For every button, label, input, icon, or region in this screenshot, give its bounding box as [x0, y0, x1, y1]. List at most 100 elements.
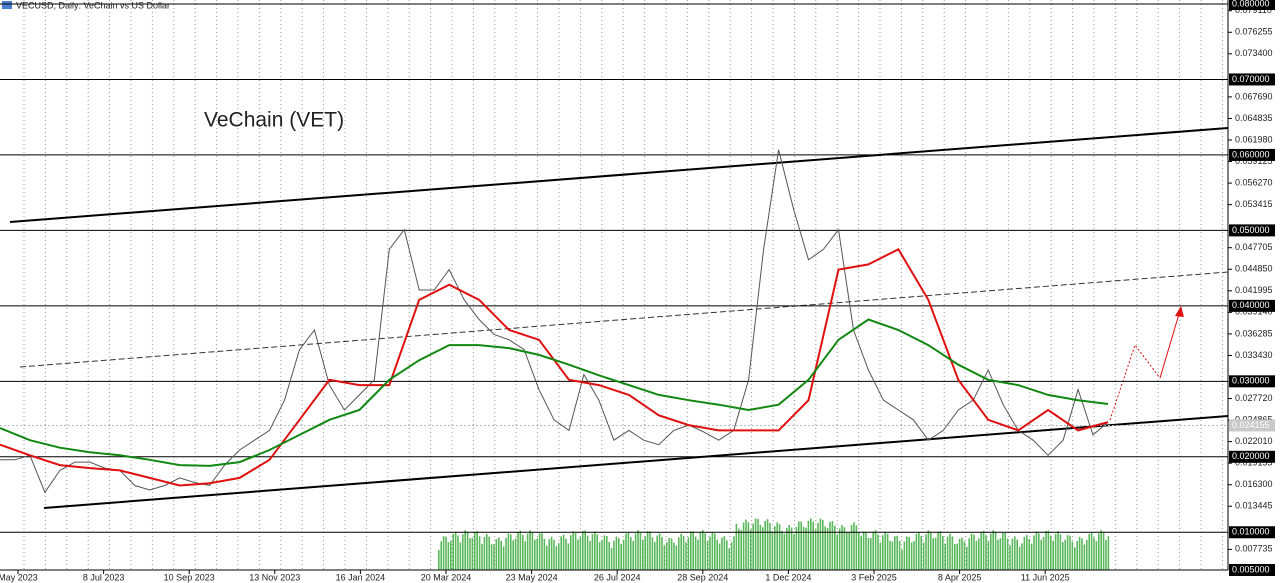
volume-bar: [512, 540, 514, 570]
volume-bar: [910, 542, 913, 570]
volume-bar: [822, 519, 824, 570]
volume-bar: [570, 535, 572, 570]
volume-bar: [637, 530, 639, 570]
volume-bar: [447, 542, 450, 570]
x-tick-label: 26 Jul 2024: [594, 572, 641, 582]
volume-bar: [526, 533, 529, 570]
volume-bar: [934, 537, 937, 570]
level-label-box: [1229, 526, 1275, 539]
volume-bar: [579, 536, 582, 570]
volume-bar: [709, 536, 711, 570]
volume-bar: [1011, 538, 1014, 570]
volume-bar: [889, 540, 891, 570]
channel-mid: [19, 271, 1229, 368]
volume-bar: [1102, 532, 1105, 570]
volume-bar: [620, 544, 622, 570]
volume-bar: [632, 541, 634, 570]
y-tick-label: 0.073400: [1235, 48, 1273, 58]
volume-bar: [1033, 535, 1035, 570]
level-label: 0.080000: [1232, 0, 1270, 8]
volume-bar: [805, 527, 807, 570]
y-tick-label: 0.056270: [1235, 177, 1273, 187]
volume-bar: [764, 520, 766, 570]
volume-bar: [1105, 539, 1107, 570]
volume-bar: [661, 537, 663, 570]
volume-bar: [754, 518, 757, 570]
volume-bar: [1066, 535, 1069, 570]
volume-bar: [939, 531, 942, 570]
volume-bar: [990, 533, 992, 570]
level-label: 0.030000: [1232, 376, 1270, 386]
volume-bar: [982, 530, 985, 570]
volume-bar: [606, 536, 608, 570]
y-tick-label: 0.016300: [1235, 479, 1273, 489]
volume-bar: [1014, 536, 1016, 570]
volume-bar: [486, 533, 488, 570]
volume-bar: [555, 546, 558, 570]
volume-bar: [502, 546, 505, 570]
volume-bar: [992, 530, 994, 570]
volume-bar: [769, 523, 771, 570]
volume-bar: [985, 535, 987, 570]
volume-bar: [601, 540, 603, 570]
volume-bar: [1009, 545, 1011, 570]
volume-bar: [1045, 530, 1047, 570]
volume-bar: [476, 531, 478, 570]
volume-bar: [927, 530, 930, 570]
volume-bar: [589, 541, 591, 570]
volume-bar: [795, 526, 798, 570]
series-line: [0, 318, 1109, 467]
volume-bar: [886, 533, 889, 570]
vertical-grid: [23, 0, 1223, 570]
volume-bar: [846, 532, 848, 570]
volume-bar: [951, 536, 954, 570]
volume-bar: [1069, 535, 1071, 570]
level-label-box: [1229, 450, 1275, 463]
x-tick-label: 13 Nov 2023: [249, 572, 300, 582]
y-tick-label: 0.061980: [1235, 134, 1273, 144]
y-tick-label: 0.079110: [1235, 5, 1272, 15]
volume-bar: [1004, 533, 1006, 570]
volume-bar: [802, 526, 805, 570]
x-tick-label: 8 Jul 2023: [83, 572, 125, 582]
volume-bar: [853, 522, 855, 570]
volume-bar: [685, 542, 687, 570]
volume-bar: [541, 533, 543, 570]
x-tick-label: 10 Sep 2023: [164, 572, 215, 582]
volume-bar: [894, 536, 896, 570]
volume-bar: [850, 524, 853, 570]
volume-bar: [618, 537, 620, 570]
volume-bar: [1047, 530, 1050, 570]
level-label: 0.040000: [1232, 300, 1270, 310]
volume-bar: [956, 543, 958, 570]
volume-bar: [750, 529, 752, 570]
volume-bar: [1016, 539, 1018, 570]
y-tick-label: 0.007735: [1235, 544, 1273, 554]
volume-bar: [627, 532, 630, 570]
volume-bar: [918, 532, 920, 570]
volume-bar: [670, 538, 673, 570]
volume-bar: [716, 539, 718, 570]
volume-bar: [673, 542, 675, 570]
volume-bar: [733, 536, 735, 570]
volume-bar: [466, 531, 469, 570]
volume-bar: [469, 538, 471, 570]
volume-bar: [678, 537, 680, 570]
volume-bar: [666, 542, 668, 570]
volume-bar: [1054, 533, 1057, 570]
volume-bar: [690, 531, 692, 570]
volume-bar: [584, 530, 586, 570]
level-label: 0.070000: [1232, 74, 1270, 84]
volume-bar: [723, 536, 726, 570]
y-tick-label: 0.076255: [1235, 27, 1273, 37]
y-tick-label: 0.027720: [1235, 393, 1273, 403]
volume-bar: [474, 532, 476, 570]
volume-bar: [514, 538, 517, 570]
level-label-box: [1229, 375, 1275, 388]
volume-bar: [603, 535, 606, 570]
volume-bar: [814, 529, 817, 570]
volume-bar: [1042, 536, 1045, 570]
volume-bar: [858, 532, 860, 570]
volume-bar: [954, 543, 956, 570]
